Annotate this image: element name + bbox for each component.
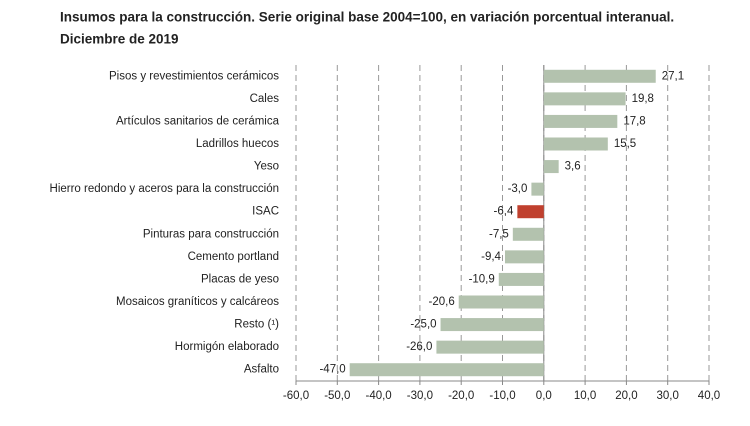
value-label: 17,8 — [623, 115, 645, 127]
chart-title: Insumos para la construcción. Serie orig… — [60, 10, 674, 25]
bar — [543, 160, 559, 174]
value-label: -10,9 — [469, 273, 495, 285]
y-tick-label: Ladrillos huecos — [196, 138, 279, 150]
value-label: 27,1 — [662, 70, 684, 82]
x-tick-label: -40,0 — [365, 390, 391, 402]
bar — [436, 340, 544, 354]
value-label: -25,0 — [410, 319, 436, 331]
y-tick-label: Artículos sanitarios de cerámica — [116, 115, 280, 127]
x-tick-label: 20,0 — [615, 390, 637, 402]
x-tick-label: -50,0 — [324, 390, 350, 402]
x-tick-label: -20,0 — [448, 390, 474, 402]
bar — [504, 250, 544, 264]
bar — [543, 114, 618, 128]
value-label: -3,0 — [508, 183, 528, 195]
x-tick-label: 40,0 — [698, 390, 720, 402]
bar — [512, 227, 544, 241]
value-label: -47,0 — [319, 364, 345, 376]
y-tick-label: Resto (¹) — [234, 319, 279, 331]
value-label: -26,0 — [406, 341, 432, 353]
y-tick-label: Hormigón elaborado — [175, 341, 279, 353]
y-tick-label: Yeso — [254, 161, 279, 173]
y-tick-label: Mosaicos graníticos y calcáreos — [116, 296, 279, 308]
value-label: 15,5 — [614, 138, 636, 150]
value-label: 3,6 — [565, 161, 581, 173]
value-label: -6,4 — [494, 206, 514, 218]
y-tick-label: Cemento portland — [188, 251, 279, 263]
x-tick-label: 10,0 — [574, 390, 596, 402]
bar — [543, 137, 608, 151]
value-label: -7,5 — [489, 228, 509, 240]
bar — [498, 272, 544, 286]
bar — [440, 318, 544, 332]
x-tick-label: -10,0 — [489, 390, 515, 402]
y-tick-label: Cales — [250, 93, 280, 105]
x-tick-label: -30,0 — [407, 390, 433, 402]
bar — [543, 69, 656, 83]
bar — [531, 182, 544, 196]
bar — [517, 205, 544, 219]
chart-subtitle: Diciembre de 2019 — [60, 32, 179, 47]
x-tick-label: 0,0 — [536, 390, 552, 402]
y-tick-label: Placas de yeso — [201, 273, 279, 285]
value-label: 19,8 — [632, 93, 654, 105]
x-tick-label: -60,0 — [283, 390, 309, 402]
bar — [543, 92, 626, 106]
y-tick-label: Asfalto — [244, 364, 279, 376]
y-tick-label: Hierro redondo y aceros para la construc… — [50, 183, 279, 195]
y-tick-label: Pinturas para construcción — [143, 228, 279, 240]
bar — [458, 295, 544, 309]
y-tick-label: Pisos y revestimientos cerámicos — [109, 70, 279, 82]
y-tick-label: ISAC — [252, 206, 279, 218]
bar — [349, 363, 544, 377]
x-tick-label: 30,0 — [657, 390, 679, 402]
value-label: -20,6 — [429, 296, 455, 308]
value-label: -9,4 — [481, 251, 501, 263]
